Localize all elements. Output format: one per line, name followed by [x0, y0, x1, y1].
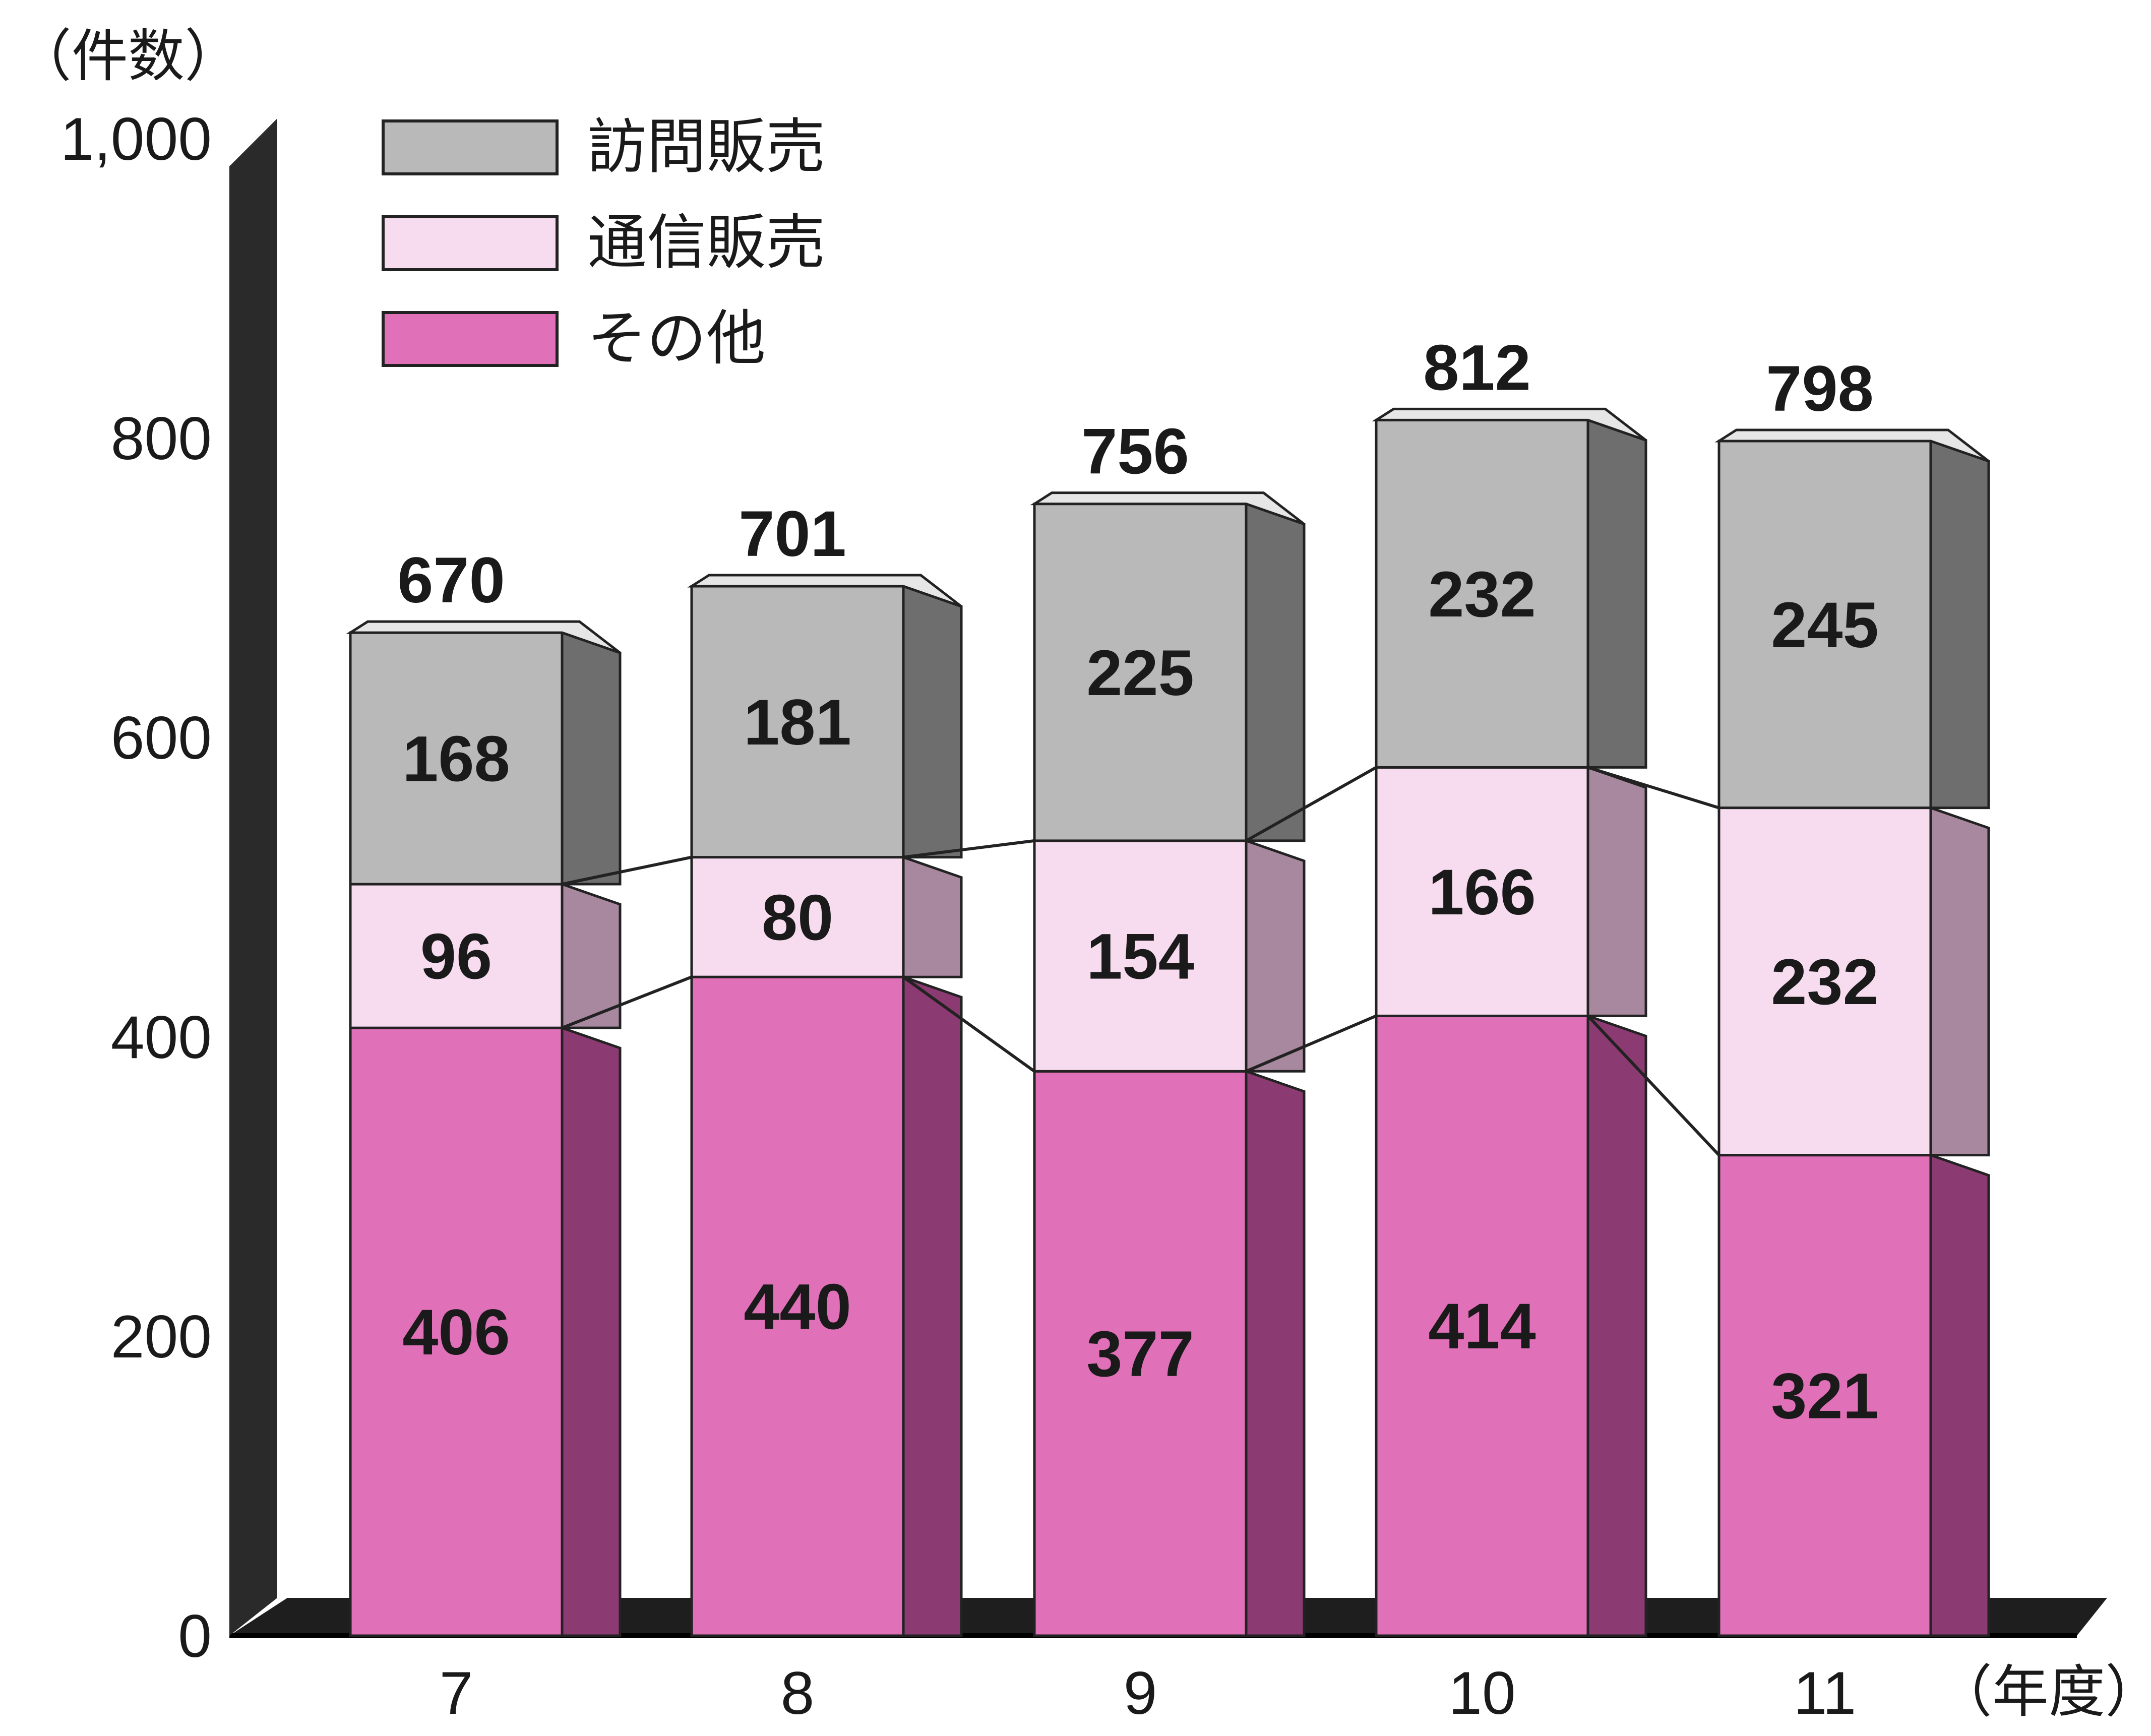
stack-connector	[1245, 1014, 1377, 1073]
segment-value-label: 406	[402, 1296, 510, 1369]
bar-side-face	[1929, 439, 1990, 810]
segment-value-label: 232	[1771, 946, 1879, 1018]
bar-top-face	[346, 620, 621, 654]
y-tick-label: 200	[111, 1303, 212, 1371]
y-tick-label: 800	[111, 405, 212, 472]
bar-side-face	[1586, 418, 1647, 769]
bar-top-face	[1030, 491, 1305, 526]
bar-side-face	[561, 882, 622, 1029]
legend-entry-label: 通信販売	[587, 208, 825, 277]
segment-value-label: 414	[1428, 1290, 1536, 1362]
bar-side-face	[1245, 839, 1306, 1073]
bar-segment	[690, 856, 905, 978]
segment-value-label: 80	[762, 882, 833, 954]
bar-side-face	[561, 1026, 622, 1637]
x-tick-label: 7	[440, 1659, 473, 1727]
y-tick-label: 1,000	[60, 105, 212, 173]
bar-segment	[1717, 807, 1932, 1157]
y-axis-unit-label: （件数）	[15, 24, 241, 89]
bar-top-face	[1714, 428, 1990, 463]
bar-side-face	[1245, 502, 1306, 842]
bar-side-face	[1586, 765, 1647, 1017]
segment-value-label: 154	[1086, 921, 1194, 993]
bar-segment	[1375, 766, 1589, 1017]
bar-segment	[690, 585, 905, 859]
bar-top-face	[1372, 407, 1647, 442]
legend-swatch	[382, 119, 559, 175]
bar-side-face	[1929, 806, 1990, 1157]
stack-connector	[1587, 766, 1719, 810]
bar-side-face	[902, 855, 963, 978]
x-tick-label: 9	[1124, 1659, 1157, 1727]
bar-segment	[349, 1026, 564, 1637]
segment-value-label: 181	[744, 687, 851, 759]
bar-total-label: 756	[1081, 416, 1189, 488]
legend-swatch	[382, 215, 559, 271]
value-labels: 406 96 168 670 440 80 181 701 377 154 225 756 414 166…	[397, 332, 1879, 1432]
y-tick-label: 0	[178, 1602, 212, 1670]
bar-segment	[690, 975, 905, 1637]
x-axis-unit-label: （年度）	[1936, 1659, 2151, 1725]
stack-connector	[1586, 1015, 1720, 1156]
x-tick-label: 10	[1448, 1659, 1515, 1727]
y-tick-label: 600	[111, 704, 212, 772]
segment-value-label: 377	[1086, 1318, 1194, 1390]
bar-segment	[349, 883, 564, 1029]
wall-plane	[229, 118, 277, 1636]
stack-connector	[561, 975, 693, 1029]
bar-total-label: 798	[1766, 353, 1874, 425]
segment-value-label: 96	[420, 921, 492, 993]
bar-total-label: 670	[397, 544, 505, 616]
bar-segment	[1033, 1070, 1248, 1637]
segment-value-label: 321	[1771, 1360, 1879, 1432]
bar-top-face	[687, 574, 962, 608]
bar-segment	[1717, 1154, 1932, 1637]
segment-value-label: 440	[744, 1271, 851, 1343]
bars	[346, 407, 1990, 1637]
bar-segment	[1717, 440, 1932, 810]
bar-segment	[1375, 418, 1589, 769]
bar-side-face	[1929, 1153, 1990, 1637]
bar-side-face	[902, 584, 963, 859]
segment-value-label: 245	[1771, 589, 1879, 661]
bar-segment	[1033, 503, 1248, 842]
bar-side-face	[902, 975, 963, 1637]
bar-side-face	[561, 631, 622, 886]
segment-value-label: 166	[1428, 856, 1536, 928]
segment-value-label: 232	[1428, 559, 1536, 631]
bar-segment	[1033, 839, 1248, 1073]
bar-total-label: 812	[1423, 332, 1531, 404]
bar-total-label: 701	[739, 498, 846, 570]
legend-entry-label: 訪問販売	[587, 112, 825, 181]
stack-connector-lines	[561, 766, 1720, 1156]
x-tick-label: 8	[781, 1659, 815, 1727]
segment-value-label: 225	[1086, 637, 1194, 709]
stack-connector	[903, 839, 1035, 859]
legend-entry-label: その他	[587, 303, 766, 373]
stack-connector	[562, 855, 692, 886]
bar-side-face	[1586, 1014, 1647, 1637]
stack-connector	[1245, 766, 1377, 842]
y-tick-label: 400	[111, 1004, 212, 1071]
stack-connector	[902, 975, 1035, 1073]
axes: （件数） （年度） 0 200 400 600 800 1,000 7 8 9 10 11	[15, 24, 2151, 1727]
y-axis-wall	[229, 118, 277, 1636]
legend-swatch	[382, 311, 559, 367]
segment-value-label: 168	[402, 723, 510, 795]
bar-side-face	[1245, 1069, 1306, 1637]
x-tick-label: 11	[1794, 1659, 1857, 1727]
bar-segment	[349, 631, 564, 886]
